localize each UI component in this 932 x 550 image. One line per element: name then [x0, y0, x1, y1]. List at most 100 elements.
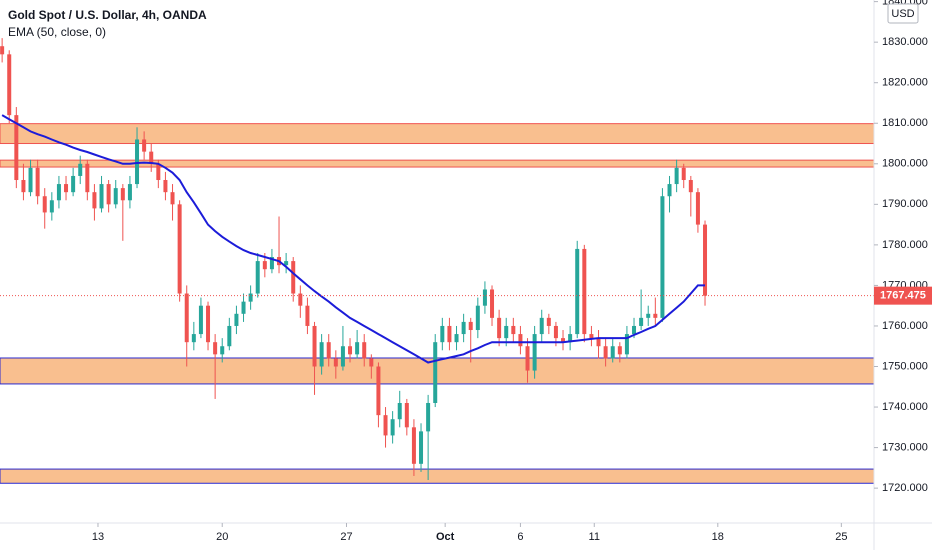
candle-body — [688, 180, 693, 193]
candle-body — [149, 151, 154, 164]
candle-body — [561, 338, 566, 343]
candle-body — [227, 325, 232, 347]
candle-body — [92, 192, 97, 209]
candle-body — [206, 305, 211, 343]
candle-body — [163, 180, 168, 193]
x-tick-label: 20 — [216, 531, 228, 543]
candle-body — [582, 248, 587, 335]
candle-body — [248, 293, 253, 302]
candle-body — [305, 305, 310, 326]
candle-body — [397, 402, 402, 420]
candle-body — [255, 261, 260, 294]
candle-body — [348, 346, 353, 355]
candle-body — [546, 317, 551, 326]
candle-body — [518, 334, 523, 347]
candle-body — [284, 261, 289, 266]
candle-body — [340, 346, 345, 367]
candle-body — [610, 346, 615, 359]
candle-body — [262, 261, 267, 270]
candle-body — [653, 313, 658, 318]
y-tick-label: 1730.000 — [882, 441, 928, 453]
candle-body — [198, 305, 203, 335]
candle-body — [376, 366, 381, 416]
candle-body — [468, 321, 473, 331]
candle-body — [0, 46, 5, 55]
candle-body — [113, 188, 118, 205]
candle-body — [21, 180, 26, 193]
y-tick-label: 1760.000 — [882, 320, 928, 332]
indicator-label: EMA (50, close, 0) — [8, 25, 106, 39]
y-tick-label: 1820.000 — [882, 77, 928, 89]
zone — [0, 123, 875, 145]
candle-body — [234, 313, 239, 326]
candle-body — [106, 184, 111, 205]
candle-body — [568, 334, 573, 343]
x-tick-label: 18 — [712, 531, 724, 543]
candle-body — [184, 293, 189, 343]
candle-body — [461, 321, 466, 335]
candle-body — [56, 184, 61, 201]
candle-body — [85, 163, 90, 193]
candle-body — [191, 334, 196, 343]
x-tick-label: Oct — [436, 531, 455, 543]
candle-body — [390, 419, 395, 436]
candle-body — [475, 305, 480, 331]
candle-body — [99, 184, 104, 209]
candle-body — [28, 167, 33, 193]
y-tick-label: 1740.000 — [882, 401, 928, 413]
candle-body — [7, 54, 12, 116]
x-tick-label: 6 — [517, 531, 523, 543]
candle-body — [312, 325, 317, 367]
candle-body — [326, 342, 331, 359]
candle-body — [596, 338, 601, 347]
candle-body — [411, 427, 416, 464]
candle-body — [525, 346, 530, 371]
candle-body — [319, 342, 324, 367]
candle-body — [14, 115, 19, 181]
candle-body — [426, 402, 431, 432]
candle-body — [433, 342, 438, 403]
candle-body — [553, 325, 558, 339]
candle-body — [362, 342, 367, 359]
x-tick-label: 27 — [340, 531, 352, 543]
candle-body — [42, 196, 47, 213]
candle-body — [135, 139, 140, 185]
candle-body — [241, 301, 246, 314]
candle-body — [639, 317, 644, 326]
candle-body — [298, 293, 303, 306]
currency: USD — [891, 8, 914, 20]
candle-body — [490, 289, 495, 318]
candle-body — [504, 325, 509, 339]
candle-body — [646, 313, 651, 318]
candle-body — [695, 192, 700, 225]
candle-body — [220, 346, 225, 355]
candle-body — [511, 325, 516, 335]
candle-body — [269, 257, 274, 270]
candle-body — [624, 334, 629, 355]
candle-body — [632, 325, 637, 335]
x-tick-label: 11 — [589, 531, 600, 543]
y-tick-label: 1810.000 — [882, 117, 928, 129]
last-price-box — [874, 286, 932, 305]
candle-body — [170, 192, 175, 205]
candle-body — [369, 358, 374, 367]
candle-body — [575, 248, 580, 335]
candle-body — [35, 167, 40, 197]
candle-body — [213, 342, 218, 355]
candle-body — [419, 431, 424, 464]
y-tick-label: 1750.000 — [882, 360, 928, 372]
candle-body — [156, 163, 161, 181]
candle-body — [64, 184, 69, 193]
candle-body — [383, 415, 388, 436]
candle-body — [539, 317, 544, 335]
candle-body — [127, 184, 132, 201]
candle-body — [142, 139, 147, 152]
candle-body — [667, 184, 672, 197]
y-tick-label: 1790.000 — [882, 198, 928, 210]
candle-body — [674, 167, 679, 185]
candle-body — [532, 334, 537, 371]
candle-body — [497, 317, 502, 339]
candle-body — [482, 289, 487, 306]
candle-body — [617, 346, 622, 355]
